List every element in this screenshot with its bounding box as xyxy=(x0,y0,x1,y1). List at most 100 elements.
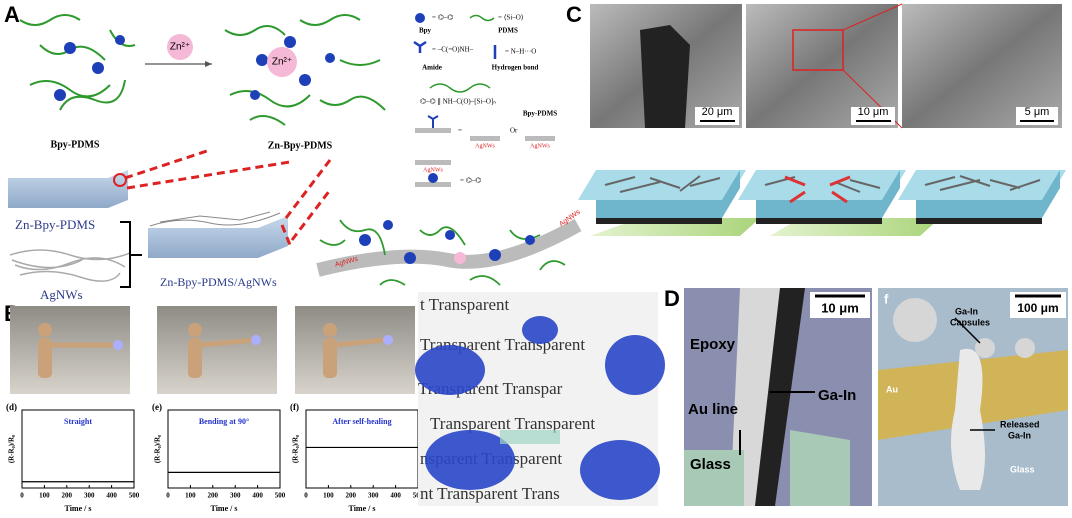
y-axis-label: (R-R₀)/R₀ xyxy=(8,435,16,463)
illustration-shape xyxy=(427,115,439,128)
crack xyxy=(640,25,690,128)
plot-title: Straight xyxy=(64,417,92,426)
annotation: Au xyxy=(886,384,898,394)
x-tick-label: 400 xyxy=(252,492,263,500)
photo xyxy=(157,306,277,394)
illustration-shape xyxy=(319,219,566,286)
annotation: Ga-In xyxy=(818,387,856,404)
zn-ion xyxy=(167,34,193,60)
illustration-shape xyxy=(425,430,515,490)
annotation: Glass xyxy=(1010,464,1035,474)
zoom-circle xyxy=(113,173,127,187)
x-axis-label: Time / s xyxy=(349,504,376,513)
legend-label: AgNWs xyxy=(475,143,495,149)
panel-c: C 20 μm 10 μm 5 μm xyxy=(566,2,1066,236)
nanowires xyxy=(9,249,131,282)
plot-frame xyxy=(167,409,281,489)
illustration-shape xyxy=(224,14,386,126)
illustration-shape: = ⟨Si–O⟩ xyxy=(498,14,524,22)
illustration-shape xyxy=(199,337,256,348)
illustration-shape xyxy=(738,170,906,200)
capsule xyxy=(893,298,937,342)
x-tick-label: 0 xyxy=(166,492,170,500)
illustration-shape xyxy=(413,40,427,53)
illustration-shape xyxy=(256,54,268,66)
x-tick-label: 400 xyxy=(390,492,401,500)
x-tick-label: 0 xyxy=(304,492,308,500)
illustration-shape xyxy=(596,170,740,218)
illustration-shape xyxy=(299,74,311,86)
illustration-shape xyxy=(470,136,500,141)
photo-text-line: nt Transparent Trans xyxy=(420,484,560,503)
composite-label: Zn-Bpy-PDMS/AgNWs xyxy=(160,275,277,289)
illustration-shape xyxy=(19,14,136,111)
illustration-shape xyxy=(596,218,722,224)
illustration-shape xyxy=(756,218,882,224)
plot-tag: (f) xyxy=(290,402,299,412)
film-block xyxy=(8,170,128,208)
legend-label: Amide xyxy=(422,64,442,72)
bpy-units xyxy=(54,35,335,101)
illustration-shape: = N–H···O xyxy=(505,48,536,56)
zn-ion-label: Zn²⁺ xyxy=(170,42,190,53)
zoom-line xyxy=(280,159,332,246)
network-bpy xyxy=(359,220,535,264)
panel-label: C xyxy=(566,2,582,27)
illustration-shape xyxy=(525,235,535,245)
resistance-plots: (d) Straight (R-R₀)/R₀ Time / s 0 100 200 300 40… xyxy=(6,402,424,513)
illustration-shape xyxy=(383,220,393,230)
annotation: Au line xyxy=(688,401,738,418)
x-tick-label: 100 xyxy=(185,492,196,500)
network-chains xyxy=(319,219,566,286)
legend-label: Or xyxy=(510,127,518,135)
illustration-shape xyxy=(188,323,202,337)
legend-label: Bpy-PDMS xyxy=(523,110,557,118)
illustration-shape xyxy=(525,136,555,141)
illustration-shape xyxy=(115,35,125,45)
illustration-shape xyxy=(92,62,104,74)
nanowire-layer xyxy=(149,211,281,227)
illustration-shape xyxy=(469,14,495,22)
illustration-shape xyxy=(334,337,386,348)
panel-label: D xyxy=(664,286,680,311)
bracket xyxy=(120,221,142,288)
panel-d: D 10 μm Epoxy Au line Ga-In Glass f 100 … xyxy=(664,286,1068,506)
illustration-shape xyxy=(54,89,66,101)
illustration-shape: = ⌬–⌬ xyxy=(432,14,453,22)
x-tick-label: 500 xyxy=(129,492,140,500)
zn-ion xyxy=(267,47,297,77)
led xyxy=(383,335,393,345)
illustration-shape xyxy=(323,323,337,337)
plot-title: After self-healing xyxy=(332,417,391,426)
plot-tag: (e) xyxy=(152,402,162,412)
legend-label: AgNWs xyxy=(423,167,443,173)
y-axis-label: (R-R₀)/R₀ xyxy=(292,435,300,463)
illustration-shape xyxy=(489,249,501,261)
zn-ion-label: Zn²⁺ xyxy=(272,57,292,68)
capsule xyxy=(1015,338,1035,358)
annotation: Capsules xyxy=(950,317,990,327)
glass-region xyxy=(684,430,850,506)
panel-label: A xyxy=(4,2,20,27)
illustration-shape xyxy=(578,170,746,200)
scale-bar-label: 10 μm xyxy=(858,106,889,118)
illustration-shape xyxy=(325,53,335,63)
mannequins xyxy=(38,323,386,378)
illustration-shape xyxy=(38,338,52,378)
x-tick-label: 500 xyxy=(275,492,286,500)
illustration-shape xyxy=(415,13,425,23)
film-sample xyxy=(500,430,560,444)
x-tick-label: 200 xyxy=(346,492,357,500)
illustration-shape xyxy=(359,234,371,246)
x-tick-label: 100 xyxy=(39,492,50,500)
panel-a: A Zn²⁺ Zn²⁺ Bpy-PDMS Zn-Bpy-PDMS = ⌬–⌬ B… xyxy=(4,2,582,302)
illustration-shape xyxy=(415,128,451,133)
illustration-shape xyxy=(916,218,1042,224)
nanowire-label: AgNWs xyxy=(40,287,83,302)
illustration-shape xyxy=(916,170,1060,218)
illustration-shape xyxy=(404,252,416,264)
illustration-shape: = xyxy=(458,127,462,135)
y-axis-label: (R-R₀)/R₀ xyxy=(154,435,162,463)
illustration-shape xyxy=(898,170,1066,200)
